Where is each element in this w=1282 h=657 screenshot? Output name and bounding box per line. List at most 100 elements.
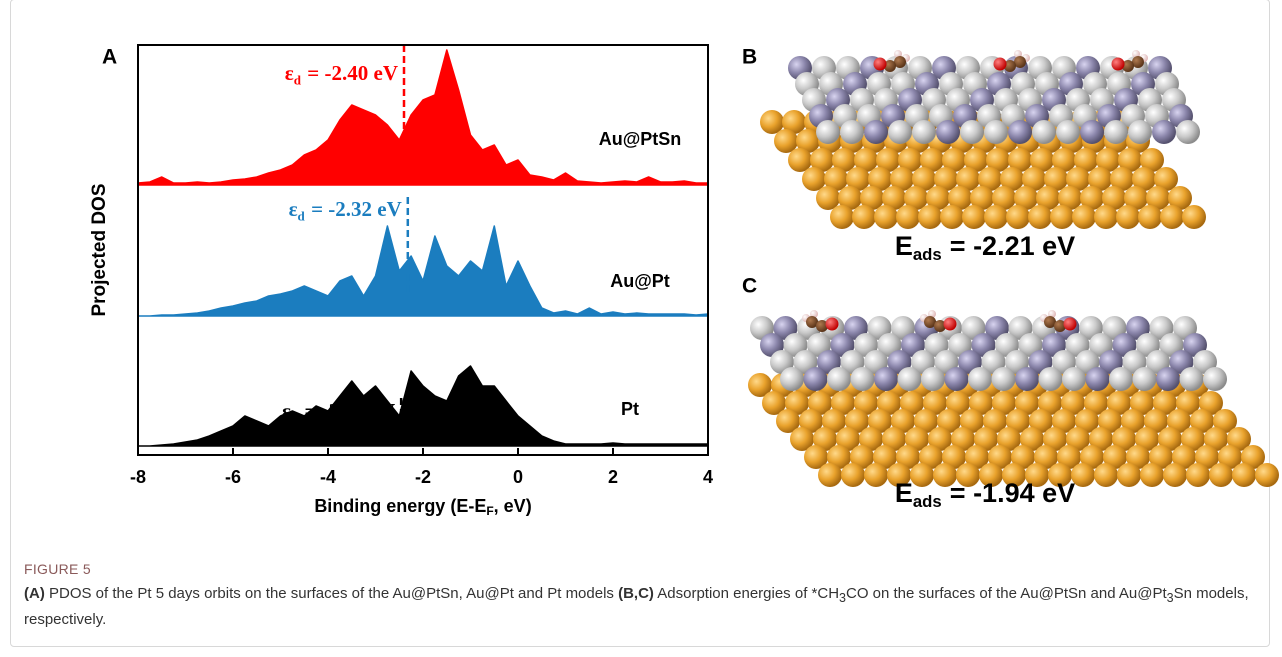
value-text: = -1.94 eV [950, 478, 1075, 508]
atom [1140, 463, 1164, 487]
atom [1072, 205, 1096, 229]
atom [898, 367, 922, 391]
atom [896, 205, 920, 229]
d-band-annotation: εd = -2.40 eV [285, 61, 398, 87]
atom [1186, 463, 1210, 487]
subscript: F [486, 504, 493, 518]
x-tick-label: 0 [513, 467, 523, 487]
atom [1182, 205, 1206, 229]
atom [984, 120, 1008, 144]
atom [1080, 120, 1104, 144]
x-tick-label: -4 [320, 467, 336, 487]
symbol: ε [282, 399, 291, 423]
caption: FIGURE 5 (A) PDOS of the Pt 5 days orbit… [24, 558, 1254, 631]
atom [1163, 463, 1187, 487]
atom [830, 205, 854, 229]
atom [1062, 367, 1086, 391]
atom [1116, 205, 1140, 229]
atom [1094, 463, 1118, 487]
atom [1006, 205, 1030, 229]
x-tick-label: -6 [225, 467, 241, 487]
atom [1056, 120, 1080, 144]
atom [1086, 367, 1110, 391]
label-text: , eV) [494, 496, 532, 516]
atom [1156, 367, 1180, 391]
atom [1028, 205, 1052, 229]
atom [826, 318, 839, 331]
atom [874, 205, 898, 229]
atom [888, 120, 912, 144]
caption-text: (A) PDOS of the Pt 5 days orbits on the … [24, 583, 1254, 631]
caption-subscript: 3 [1167, 591, 1174, 605]
symbol: E [895, 478, 913, 508]
value-text: = -2.32 eV [311, 197, 402, 221]
atom [1032, 120, 1056, 144]
atom [1255, 463, 1279, 487]
figure-label: FIGURE 5 [24, 558, 1254, 580]
atom [874, 58, 887, 71]
value-text: = -2.40 eV [307, 61, 398, 85]
atom [992, 367, 1016, 391]
atom [1104, 120, 1128, 144]
atom [851, 367, 875, 391]
caption-text-part: PDOS of the Pt 5 days orbits on the surf… [45, 585, 618, 602]
value-text: = -2.21 eV [950, 231, 1075, 261]
atom [1117, 463, 1141, 487]
atom [1209, 463, 1233, 487]
atom [1180, 367, 1204, 391]
x-tick-label: 4 [703, 467, 713, 487]
atom [1176, 120, 1200, 144]
x-axis-label: Binding energy (E-EF, eV) [314, 496, 531, 518]
panel-label: C [742, 275, 757, 298]
atom [816, 120, 840, 144]
x-tick-label: 2 [608, 467, 618, 487]
subscript: d [294, 72, 302, 87]
atom [780, 367, 804, 391]
series-label: Au@Pt [610, 271, 670, 291]
d-band-annotation: εd = -2.32 eV [289, 197, 402, 223]
atom [874, 367, 898, 391]
atom [827, 367, 851, 391]
x-tick-label: -2 [415, 467, 431, 487]
atom [918, 205, 942, 229]
symbol: ε [289, 197, 298, 221]
atom [1008, 120, 1032, 144]
caption-bold: (B,C) [618, 585, 654, 602]
atom [944, 318, 957, 331]
atom [968, 367, 992, 391]
atom [1064, 318, 1077, 331]
x-tick-label: -8 [130, 467, 146, 487]
caption-subscript: 3 [839, 591, 846, 605]
atomic-models [748, 50, 1279, 487]
atom [1133, 367, 1157, 391]
caption-text-part: CO on the surfaces of the Au@PtSn and Au… [846, 585, 1167, 602]
symbol: ε [285, 61, 294, 85]
subscript: d [291, 410, 299, 425]
panel-label: A [102, 46, 117, 69]
caption-bold: (A) [24, 585, 45, 602]
series-label: Pt [621, 399, 639, 419]
dos-area [138, 50, 708, 185]
value-text: = -2.46 eV [304, 399, 395, 423]
atom [818, 463, 842, 487]
atom [1138, 205, 1162, 229]
atom [864, 463, 888, 487]
atom [1128, 120, 1152, 144]
subscript: d [298, 208, 306, 223]
atom [910, 463, 934, 487]
atom [864, 120, 888, 144]
symbol: E [895, 231, 913, 261]
atom [841, 463, 865, 487]
caption-text-part: Adsorption energies of *CH [654, 585, 839, 602]
atom [1112, 58, 1125, 71]
atom [945, 367, 969, 391]
atom [840, 120, 864, 144]
atom [960, 120, 984, 144]
panel-label: B [742, 46, 757, 69]
series-label: Au@PtSn [599, 129, 682, 149]
atom [962, 205, 986, 229]
atom [1232, 463, 1256, 487]
atom [1039, 367, 1063, 391]
subscript: ads [913, 493, 942, 512]
atom [921, 367, 945, 391]
